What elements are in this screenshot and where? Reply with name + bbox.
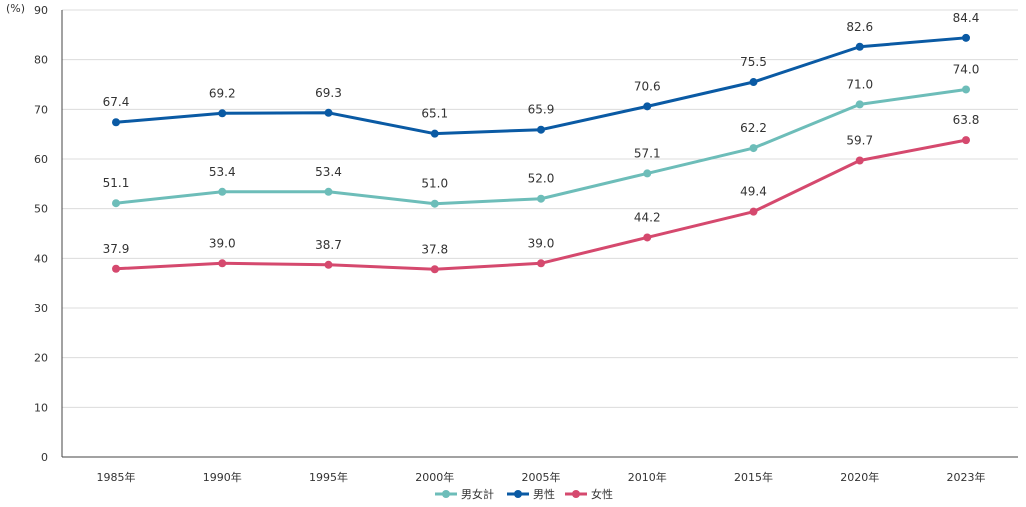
y-tick-label: 80: [34, 54, 48, 67]
data-point: [324, 108, 333, 117]
data-label: 44.2: [634, 210, 661, 224]
data-point: [855, 156, 864, 165]
y-tick-label: 50: [34, 203, 48, 216]
data-label: 65.9: [528, 103, 555, 117]
data-label: 69.3: [315, 86, 342, 100]
data-point: [962, 33, 970, 42]
y-tick-label: 30: [34, 302, 48, 315]
axes: 0 10 20 30 40 50 60 70 80 90 1985年 1990年 1995年 2000年 2…: [34, 4, 1018, 484]
series-group: [112, 33, 970, 274]
data-label: 38.7: [315, 238, 342, 252]
data-point: [218, 259, 227, 268]
y-tick-label: 40: [34, 252, 48, 265]
data-label: 39.0: [209, 236, 236, 250]
data-label: 62.2: [740, 121, 767, 135]
legend-swatch-marker: [572, 490, 580, 498]
x-tick-label: 2005年: [522, 470, 561, 484]
series-line-1: [115, 36, 967, 136]
data-label: 84.4: [953, 11, 980, 25]
data-label: 57.1: [634, 146, 661, 160]
y-tick-label: 0: [41, 451, 48, 464]
data-label: 75.5: [740, 55, 767, 69]
data-point: [218, 109, 227, 118]
data-point: [537, 259, 545, 268]
x-tick-label: 2015年: [734, 470, 773, 484]
legend-swatch-marker: [442, 490, 450, 498]
legend: 男女計 男性 女性: [435, 487, 613, 501]
data-point: [324, 187, 333, 196]
legend-label: 男女計: [461, 487, 494, 501]
y-tick-label: 90: [34, 4, 48, 17]
data-label: 59.7: [846, 133, 873, 147]
data-label: 70.6: [634, 79, 661, 93]
data-label: 53.4: [209, 165, 236, 179]
y-axis-unit-label: (%): [6, 2, 25, 15]
data-point: [112, 264, 120, 273]
data-label: 53.4: [315, 165, 342, 179]
data-point: [430, 265, 439, 274]
data-point: [430, 199, 439, 208]
y-tick-label: 70: [34, 103, 48, 116]
data-labels: 51.1 53.4 53.4 51.0 52.0 57.1 62.2 71.0 74.0 67.4…: [103, 11, 980, 256]
data-point: [855, 100, 864, 109]
legend-swatch-marker: [514, 490, 522, 498]
data-label: 63.8: [953, 113, 980, 127]
data-label: 74.0: [953, 62, 980, 76]
legend-label: 男性: [533, 487, 555, 501]
data-point: [324, 260, 333, 269]
x-tick-label: 2010年: [628, 470, 667, 484]
data-label: 39.0: [528, 236, 555, 250]
x-tick-label: 1995年: [309, 470, 348, 484]
x-tick-label: 2020年: [840, 470, 879, 484]
data-label: 67.4: [103, 95, 130, 109]
data-point: [112, 199, 120, 208]
data-label: 51.1: [103, 176, 130, 190]
x-tick-label: 1985年: [97, 470, 136, 484]
data-point: [430, 129, 439, 138]
x-tick-label: 2023年: [947, 470, 986, 484]
data-point: [962, 136, 970, 145]
x-tick-label: 2000年: [415, 470, 454, 484]
data-point: [218, 187, 227, 196]
data-point: [643, 169, 652, 178]
y-tick-label: 60: [34, 153, 48, 166]
data-point: [749, 78, 758, 87]
data-point: [537, 194, 545, 203]
y-tick-label: 10: [34, 401, 48, 414]
data-point: [643, 102, 652, 111]
data-point: [855, 42, 864, 51]
data-point: [749, 144, 758, 153]
data-point: [537, 125, 545, 134]
data-point: [962, 85, 970, 94]
data-label: 71.0: [846, 77, 873, 91]
data-point: [643, 233, 652, 242]
data-label: 65.1: [421, 107, 448, 121]
legend-label: 女性: [591, 487, 613, 501]
data-point: [749, 207, 758, 216]
data-label: 37.9: [103, 242, 130, 256]
data-label: 82.6: [846, 20, 873, 34]
x-tick-label: 1990年: [203, 470, 242, 484]
data-label: 69.2: [209, 86, 236, 100]
data-point: [112, 118, 120, 127]
data-label: 51.0: [421, 177, 448, 191]
data-label: 52.0: [528, 172, 555, 186]
data-label: 37.8: [421, 242, 448, 256]
data-label: 49.4: [740, 185, 767, 199]
y-tick-label: 20: [34, 352, 48, 365]
gridlines: [62, 9, 1018, 408]
